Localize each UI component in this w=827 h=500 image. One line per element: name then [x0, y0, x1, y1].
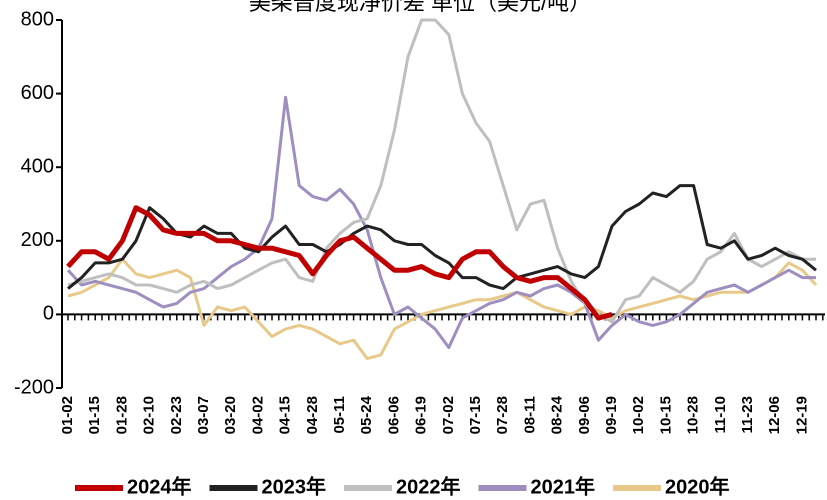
x-tick-label: 04-28 — [304, 396, 321, 434]
legend-label: 2021年 — [531, 474, 596, 498]
y-tick-label: 0 — [43, 303, 54, 325]
x-tick-label: 03-07 — [195, 396, 212, 434]
legend-label: 2022年 — [396, 474, 461, 498]
x-tick-label: 11-10 — [712, 396, 729, 434]
x-tick-label: 12-19 — [793, 396, 810, 434]
x-tick-label: 02-23 — [168, 396, 185, 434]
x-tick-label: 07-28 — [494, 396, 511, 434]
x-tick-label: 01-02 — [59, 396, 76, 434]
x-tick-label: 06-06 — [385, 396, 402, 434]
x-tick-label: 02-10 — [141, 396, 158, 434]
x-tick-label: 09-06 — [576, 396, 593, 434]
x-tick-label: 05-11 — [331, 396, 348, 434]
y-tick-label: 600 — [21, 82, 54, 104]
legend-label: 2023年 — [262, 474, 327, 498]
y-tick-label: 200 — [21, 229, 54, 251]
x-tick-label: 04-15 — [277, 396, 294, 434]
y-tick-label: -200 — [14, 376, 54, 398]
x-tick-label: 10-15 — [657, 396, 674, 434]
y-tick-label: 400 — [21, 155, 54, 177]
x-tick-label: 10-02 — [630, 396, 647, 434]
x-tick-label: 11-23 — [739, 396, 756, 434]
x-tick-label: 08-24 — [549, 395, 566, 434]
x-tick-label: 01-28 — [113, 396, 130, 434]
x-tick-label: 03-20 — [222, 396, 239, 434]
x-tick-label: 01-15 — [86, 396, 103, 434]
x-tick-label: 07-02 — [440, 396, 457, 434]
x-tick-label: 04-02 — [249, 396, 266, 434]
series-line — [66, 95, 816, 349]
x-tick-label: 08-11 — [521, 396, 538, 434]
x-tick-label: 06-19 — [413, 396, 430, 434]
series-line — [66, 205, 613, 321]
legend-label: 2024年 — [127, 474, 192, 498]
legend-label: 2020年 — [665, 474, 730, 498]
x-tick-label: 05-24 — [358, 395, 375, 434]
chart-title: 美柴普度现净价差 单位（美元/吨） — [249, 0, 591, 15]
series-line — [67, 18, 816, 324]
x-tick-label: 10-28 — [685, 396, 702, 434]
y-tick-label: 800 — [21, 8, 54, 30]
x-tick-label: 07-15 — [467, 396, 484, 434]
x-tick-label: 09-19 — [603, 396, 620, 434]
x-tick-label: 12-06 — [766, 396, 783, 434]
